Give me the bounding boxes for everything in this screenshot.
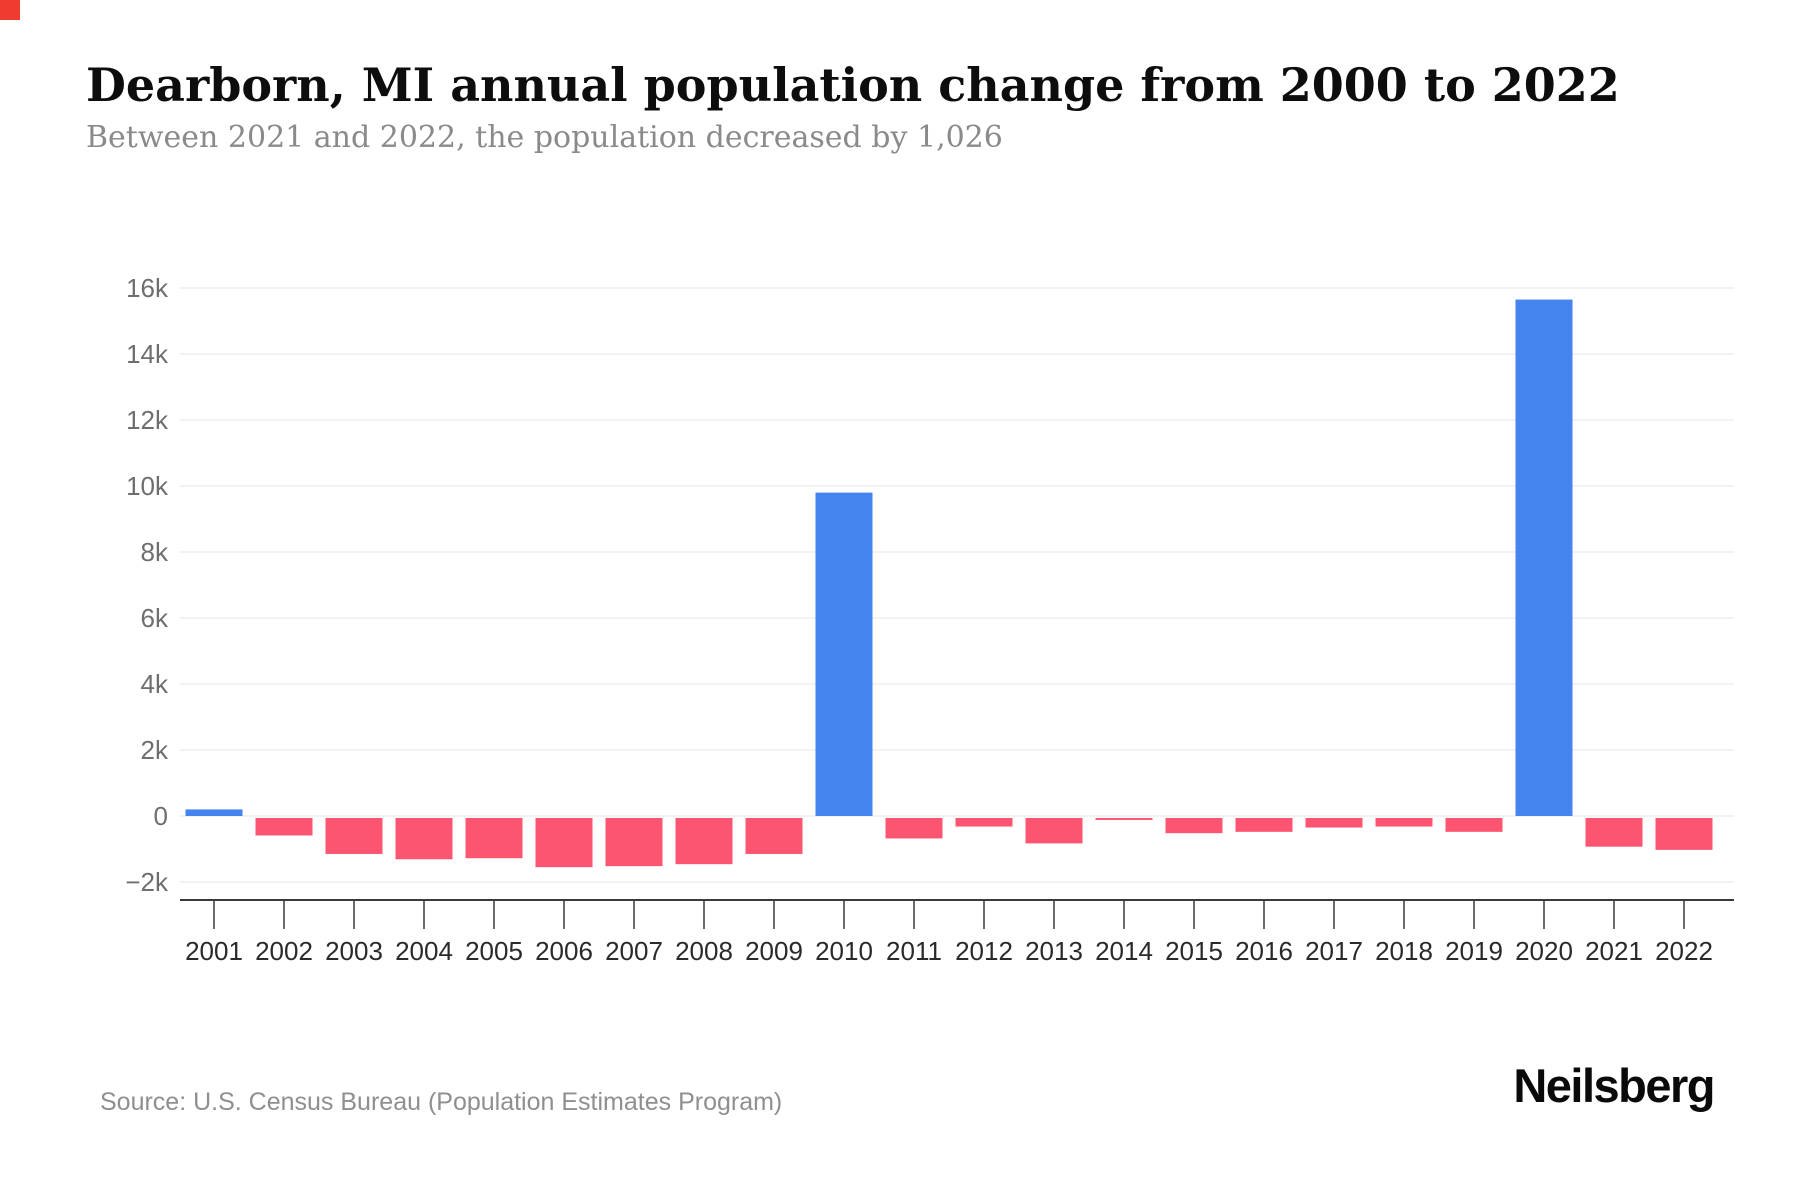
x-axis-label-2020: 2020 (1515, 936, 1573, 966)
x-axis-label-2014: 2014 (1095, 936, 1153, 966)
bar-2007[interactable] (605, 818, 663, 867)
x-axis-label-2011: 2011 (886, 936, 942, 966)
x-axis-label-2012: 2012 (955, 936, 1013, 966)
x-axis-label-2021: 2021 (1585, 936, 1643, 966)
bar-2015[interactable] (1165, 818, 1223, 834)
bar-2008[interactable] (675, 818, 733, 865)
y-axis-tick-label-−2k: −2k (125, 867, 169, 897)
chart-subtitle: Between 2021 and 2022, the population de… (86, 120, 1003, 155)
brand-corner-square (0, 0, 20, 20)
bar-2004[interactable] (395, 818, 453, 860)
x-axis-label-2007: 2007 (605, 936, 663, 966)
bar-2022[interactable] (1655, 818, 1713, 850)
bar-2001[interactable] (185, 809, 243, 816)
x-axis-label-2002: 2002 (255, 936, 313, 966)
source-attribution: Source: U.S. Census Bureau (Population E… (100, 1088, 783, 1116)
y-axis-tick-label-10k: 10k (126, 471, 169, 501)
bar-2002[interactable] (255, 818, 313, 836)
bar-2020[interactable] (1515, 299, 1573, 816)
x-axis-label-2001: 2001 (185, 936, 243, 966)
bar-2005[interactable] (465, 818, 523, 859)
y-axis-tick-label-16k: 16k (126, 273, 169, 303)
y-axis-tick-label-6k: 6k (141, 603, 169, 633)
chart-title: Dearborn, MI annual population change fr… (86, 58, 1620, 112)
x-axis-label-2016: 2016 (1235, 936, 1293, 966)
x-axis-label-2005: 2005 (465, 936, 523, 966)
bar-2011[interactable] (885, 818, 943, 839)
x-axis-label-2022: 2022 (1655, 936, 1713, 966)
x-axis-label-2003: 2003 (325, 936, 383, 966)
bar-2009[interactable] (745, 818, 803, 854)
bar-2018[interactable] (1375, 818, 1433, 827)
neilsberg-logo[interactable]: Neilsberg (1513, 1059, 1715, 1112)
y-axis-tick-label-12k: 12k (126, 405, 169, 435)
x-axis-label-2004: 2004 (395, 936, 453, 966)
bar-2021[interactable] (1585, 818, 1643, 847)
bar-2012[interactable] (955, 818, 1013, 827)
bar-2013[interactable] (1025, 818, 1083, 844)
bar-2003[interactable] (325, 818, 383, 854)
x-axis-label-2018: 2018 (1375, 936, 1433, 966)
y-axis-tick-label-2k: 2k (141, 735, 169, 765)
x-axis-label-2010: 2010 (815, 936, 873, 966)
bar-2016[interactable] (1235, 818, 1293, 832)
x-axis-label-2015: 2015 (1165, 936, 1223, 966)
y-axis-tick-label-14k: 14k (126, 339, 169, 369)
bar-2017[interactable] (1305, 818, 1363, 828)
x-axis-label-2009: 2009 (745, 936, 803, 966)
x-axis-label-2006: 2006 (535, 936, 593, 966)
x-axis-label-2008: 2008 (675, 936, 733, 966)
y-axis-tick-label-0: 0 (154, 801, 168, 831)
x-axis-label-2017: 2017 (1305, 936, 1363, 966)
y-axis-tick-label-4k: 4k (141, 669, 169, 699)
x-axis-label-2019: 2019 (1445, 936, 1503, 966)
bar-2006[interactable] (535, 818, 593, 868)
bar-2014[interactable] (1095, 818, 1153, 820)
bar-2010[interactable] (815, 492, 873, 816)
y-axis-tick-label-8k: 8k (141, 537, 169, 567)
x-axis-label-2013: 2013 (1025, 936, 1083, 966)
bar-2019[interactable] (1445, 818, 1503, 832)
